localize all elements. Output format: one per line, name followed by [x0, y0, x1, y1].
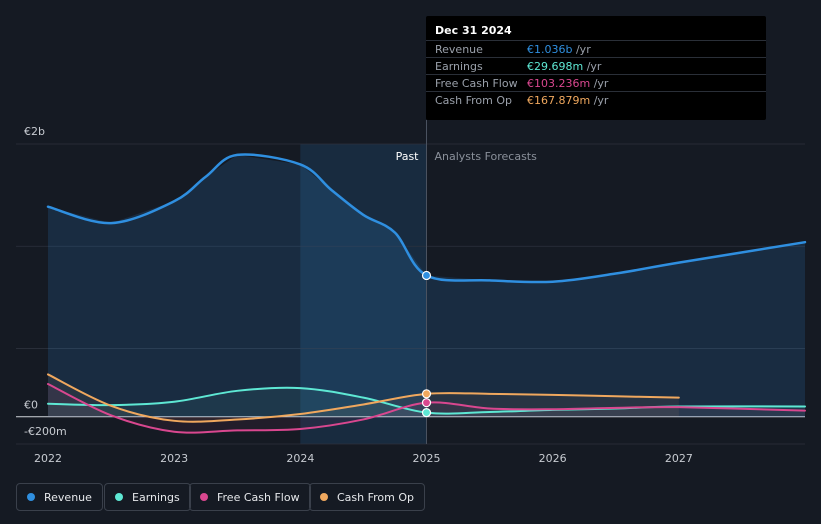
x-tick-label: 2023	[160, 452, 188, 465]
tooltip-date: Dec 31 2024	[435, 24, 512, 37]
x-tick-label: 2022	[34, 452, 62, 465]
earnings-marker	[421, 408, 432, 418]
x-tick-label: 2027	[665, 452, 693, 465]
tooltip-row-free-cash-flow: Free Cash Flow €103.236m /yr	[426, 74, 766, 92]
legend-dot-icon	[320, 493, 328, 501]
y-tick-label: -€200m	[24, 425, 67, 438]
legend-label: Cash From Op	[337, 490, 415, 504]
tooltip-label: Revenue	[435, 43, 483, 56]
x-tick-label: 2024	[286, 452, 314, 465]
tooltip: Dec 31 2024 Revenue €1.036b /yr Earnings…	[426, 16, 766, 120]
revenue-marker	[421, 270, 432, 281]
past-highlight-band	[300, 144, 427, 444]
free-cash-flow-line	[47, 383, 806, 434]
cash-from-op-marker	[421, 389, 432, 399]
forecast-label: Analysts Forecasts	[435, 150, 538, 163]
tooltip-value: €167.879m /yr	[527, 94, 609, 107]
x-tick-label: 2026	[539, 452, 567, 465]
tooltip-value: €1.036b /yr	[527, 43, 591, 56]
y-tick-label: €2b	[24, 125, 45, 138]
tooltip-row-revenue: Revenue €1.036b /yr	[426, 40, 766, 58]
x-tick-label: 2025	[413, 452, 441, 465]
tooltip-label: Earnings	[435, 60, 483, 73]
legend-item-revenue[interactable]: Revenue	[16, 483, 103, 511]
tooltip-label: Free Cash Flow	[435, 77, 518, 90]
tooltip-row-earnings: Earnings €29.698m /yr	[426, 57, 766, 75]
cash-from-op-line	[47, 373, 680, 423]
legend-item-free-cash-flow[interactable]: Free Cash Flow	[189, 483, 311, 511]
legend-item-earnings[interactable]: Earnings	[104, 483, 191, 511]
revenue-line	[46, 153, 807, 284]
legend-label: Earnings	[132, 490, 180, 504]
past-label: Past	[396, 150, 420, 163]
tooltip-value: €29.698m /yr	[527, 60, 602, 73]
y-tick-label: €0	[24, 399, 38, 412]
legend-label: Free Cash Flow	[217, 490, 300, 504]
tooltip-label: Cash From Op	[435, 94, 513, 107]
legend-item-cash-from-op[interactable]: Cash From Op	[309, 483, 426, 511]
legend-dot-icon	[115, 493, 123, 501]
legend-dot-icon	[27, 493, 35, 501]
legend-dot-icon	[200, 493, 208, 501]
legend-label: Revenue	[44, 490, 92, 504]
tooltip-row-cash-from-op: Cash From Op €167.879m /yr	[426, 91, 766, 109]
free-cash-flow-marker	[421, 398, 432, 408]
tooltip-value: €103.236m /yr	[527, 77, 609, 90]
